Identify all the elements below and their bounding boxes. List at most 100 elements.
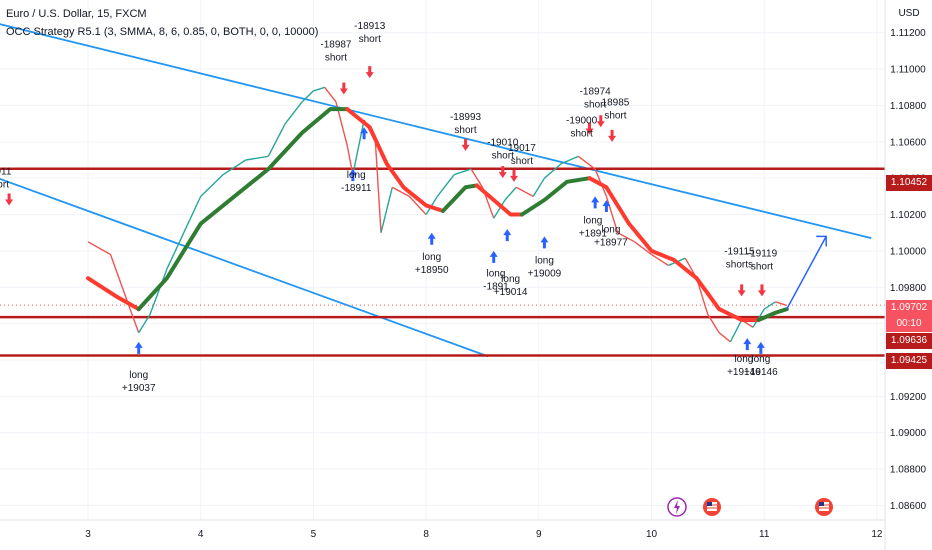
- signal-label: -18913: [354, 21, 386, 32]
- signal-label: long: [347, 170, 366, 181]
- long-arrow-icon: [591, 196, 600, 209]
- price-segment: [126, 301, 140, 333]
- signal-label: 19017: [508, 143, 536, 154]
- price-segment: [374, 141, 382, 233]
- flag-field: [819, 502, 829, 511]
- y-tick-label: 1.11000: [890, 65, 926, 76]
- price-segment: [109, 254, 129, 303]
- signal-label: -18974: [580, 87, 612, 98]
- signal-label: short: [359, 34, 381, 45]
- price-segment: [493, 199, 506, 219]
- price-label: 00:10: [886, 316, 932, 332]
- signal-label: short: [751, 261, 773, 272]
- ma-segment: [756, 307, 789, 322]
- grid-lines: [0, 0, 885, 520]
- price-segment: [729, 319, 743, 343]
- price-segment: [408, 195, 427, 216]
- ma-segment: [345, 107, 446, 213]
- y-tick-label: 1.10600: [890, 137, 927, 148]
- x-tick-label: 9: [536, 529, 542, 540]
- y-tick-label: 1.08800: [890, 465, 927, 476]
- signal-label: shorts: [726, 260, 753, 271]
- ma-segment: [136, 107, 350, 312]
- y-tick-label: 1.10800: [890, 101, 927, 112]
- price-segment: [763, 301, 776, 310]
- price-segment: [87, 241, 111, 256]
- price-segment: [301, 90, 314, 103]
- flag-field: [707, 502, 717, 511]
- flag-canton: [707, 502, 712, 506]
- signal-label: +19037: [122, 383, 156, 394]
- signal-label: -19115: [724, 247, 755, 258]
- short-arrow-icon: [757, 284, 766, 297]
- signal-label: short: [584, 100, 606, 111]
- long-arrow-icon: [756, 341, 765, 354]
- signal-label: long: [501, 274, 520, 285]
- y-tick-label: 1.10200: [890, 210, 927, 221]
- signal-label: long: [129, 370, 148, 381]
- price-segment: [391, 186, 410, 197]
- projection-arrow: [786, 235, 827, 310]
- signal-label: short: [492, 150, 514, 161]
- price-segment: [561, 155, 579, 165]
- price-segment: [532, 177, 546, 197]
- signal-label: long: [487, 268, 506, 279]
- signal-label: short: [0, 180, 9, 191]
- price-segment: [284, 101, 303, 125]
- signal-label: +18950: [415, 265, 449, 276]
- lightning-bolt: [674, 500, 680, 514]
- price-segment: [695, 277, 709, 315]
- signal-label: long: [734, 354, 753, 365]
- y-tick-label: 1.09200: [890, 392, 927, 403]
- price-segment: [149, 268, 168, 315]
- signal-label: long: [535, 256, 554, 267]
- y-tick-label: 1.08600: [890, 501, 927, 512]
- channel-line: [0, 178, 489, 358]
- price-label: 1.09425: [886, 353, 932, 369]
- signal-label: short: [511, 156, 533, 167]
- ma-segment: [474, 183, 524, 217]
- flag-canton: [819, 502, 824, 506]
- price-label: 1.10452: [886, 175, 932, 191]
- ma-segment: [441, 183, 479, 213]
- short-arrow-icon: [365, 66, 374, 79]
- x-tick-label: 5: [311, 529, 317, 540]
- price-segment: [577, 155, 596, 170]
- trend-channels: [0, 23, 872, 358]
- x-tick-label: 10: [646, 529, 658, 540]
- y-tick-label: 1.11200: [890, 28, 926, 39]
- price-segment: [245, 155, 269, 161]
- signal-label: long: [751, 354, 770, 365]
- price-segment: [346, 145, 354, 175]
- price-segment: [324, 86, 337, 103]
- signal-label: -19000: [566, 116, 598, 127]
- signal-label: -1891: [483, 281, 509, 292]
- long-arrow-icon: [540, 236, 549, 249]
- moving-average: [86, 107, 789, 322]
- price-segment: [543, 163, 562, 179]
- signal-label: short: [604, 110, 626, 121]
- short-arrow-icon: [737, 284, 746, 297]
- y-tick-label: 1.09800: [890, 283, 927, 294]
- long-arrow-icon: [348, 169, 357, 182]
- signal-label: -19119: [747, 248, 778, 259]
- price-segment: [313, 86, 325, 92]
- price-segment: [138, 314, 151, 334]
- short-arrow-icon: [339, 82, 348, 95]
- price-segment: [200, 174, 224, 197]
- trade-signals: 19011 short long +19037 -18987 short -18913 sho…: [0, 21, 778, 394]
- signal-label: -18911: [341, 183, 372, 194]
- price-label: 1.09636: [886, 333, 932, 349]
- signal-label: -18987: [320, 39, 352, 50]
- signal-label: -18993: [450, 112, 482, 123]
- indicator-title: OCC Strategy R5.1 (3, SMMA, 8, 6, 0.85, …: [6, 26, 319, 38]
- short-arrow-icon: [585, 122, 594, 135]
- signal-label: -19010: [487, 137, 519, 148]
- short-arrow-icon: [596, 115, 605, 128]
- price-segment: [617, 232, 635, 243]
- symbol-title: Euro / U.S. Dollar, 15, FXCM: [6, 8, 147, 20]
- ma-segment: [587, 176, 761, 322]
- price-segment: [470, 168, 484, 188]
